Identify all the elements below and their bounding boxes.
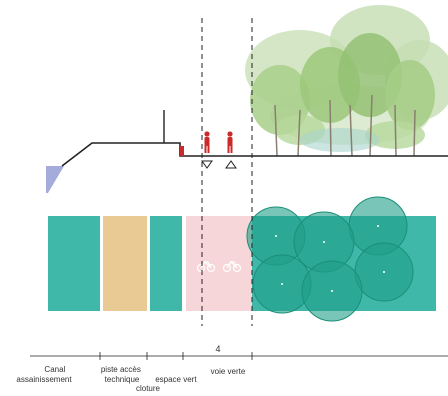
pedestrian-icon (204, 131, 210, 153)
zone-voie-verte-plan (186, 216, 252, 311)
zone-piste-plan (103, 216, 147, 311)
zone-espace-vert-plan (150, 216, 182, 311)
marker-triangle-up-icon (225, 160, 237, 169)
tree-canopy (245, 5, 448, 157)
bicycle-icon (196, 261, 216, 273)
curb (180, 146, 184, 156)
marker-triangle-down-icon (201, 160, 213, 169)
tree-crowns-plan (246, 196, 414, 322)
label-voie-verte: voie verte (211, 367, 246, 376)
label-canal: Canal assainissement (16, 365, 72, 384)
tree-centers (275, 225, 385, 292)
bicycle-icon (222, 261, 242, 273)
label-piste: piste accès technique (101, 365, 143, 384)
pedestrian-icon (227, 131, 233, 153)
zone-canal-plan (48, 216, 100, 311)
dimension-ticks (99, 352, 253, 360)
canal-water (46, 166, 64, 193)
label-espace-vert: espace vert cloture (136, 375, 199, 393)
ground-profile-line (61, 142, 448, 167)
dimension-value: 4 (215, 344, 220, 354)
